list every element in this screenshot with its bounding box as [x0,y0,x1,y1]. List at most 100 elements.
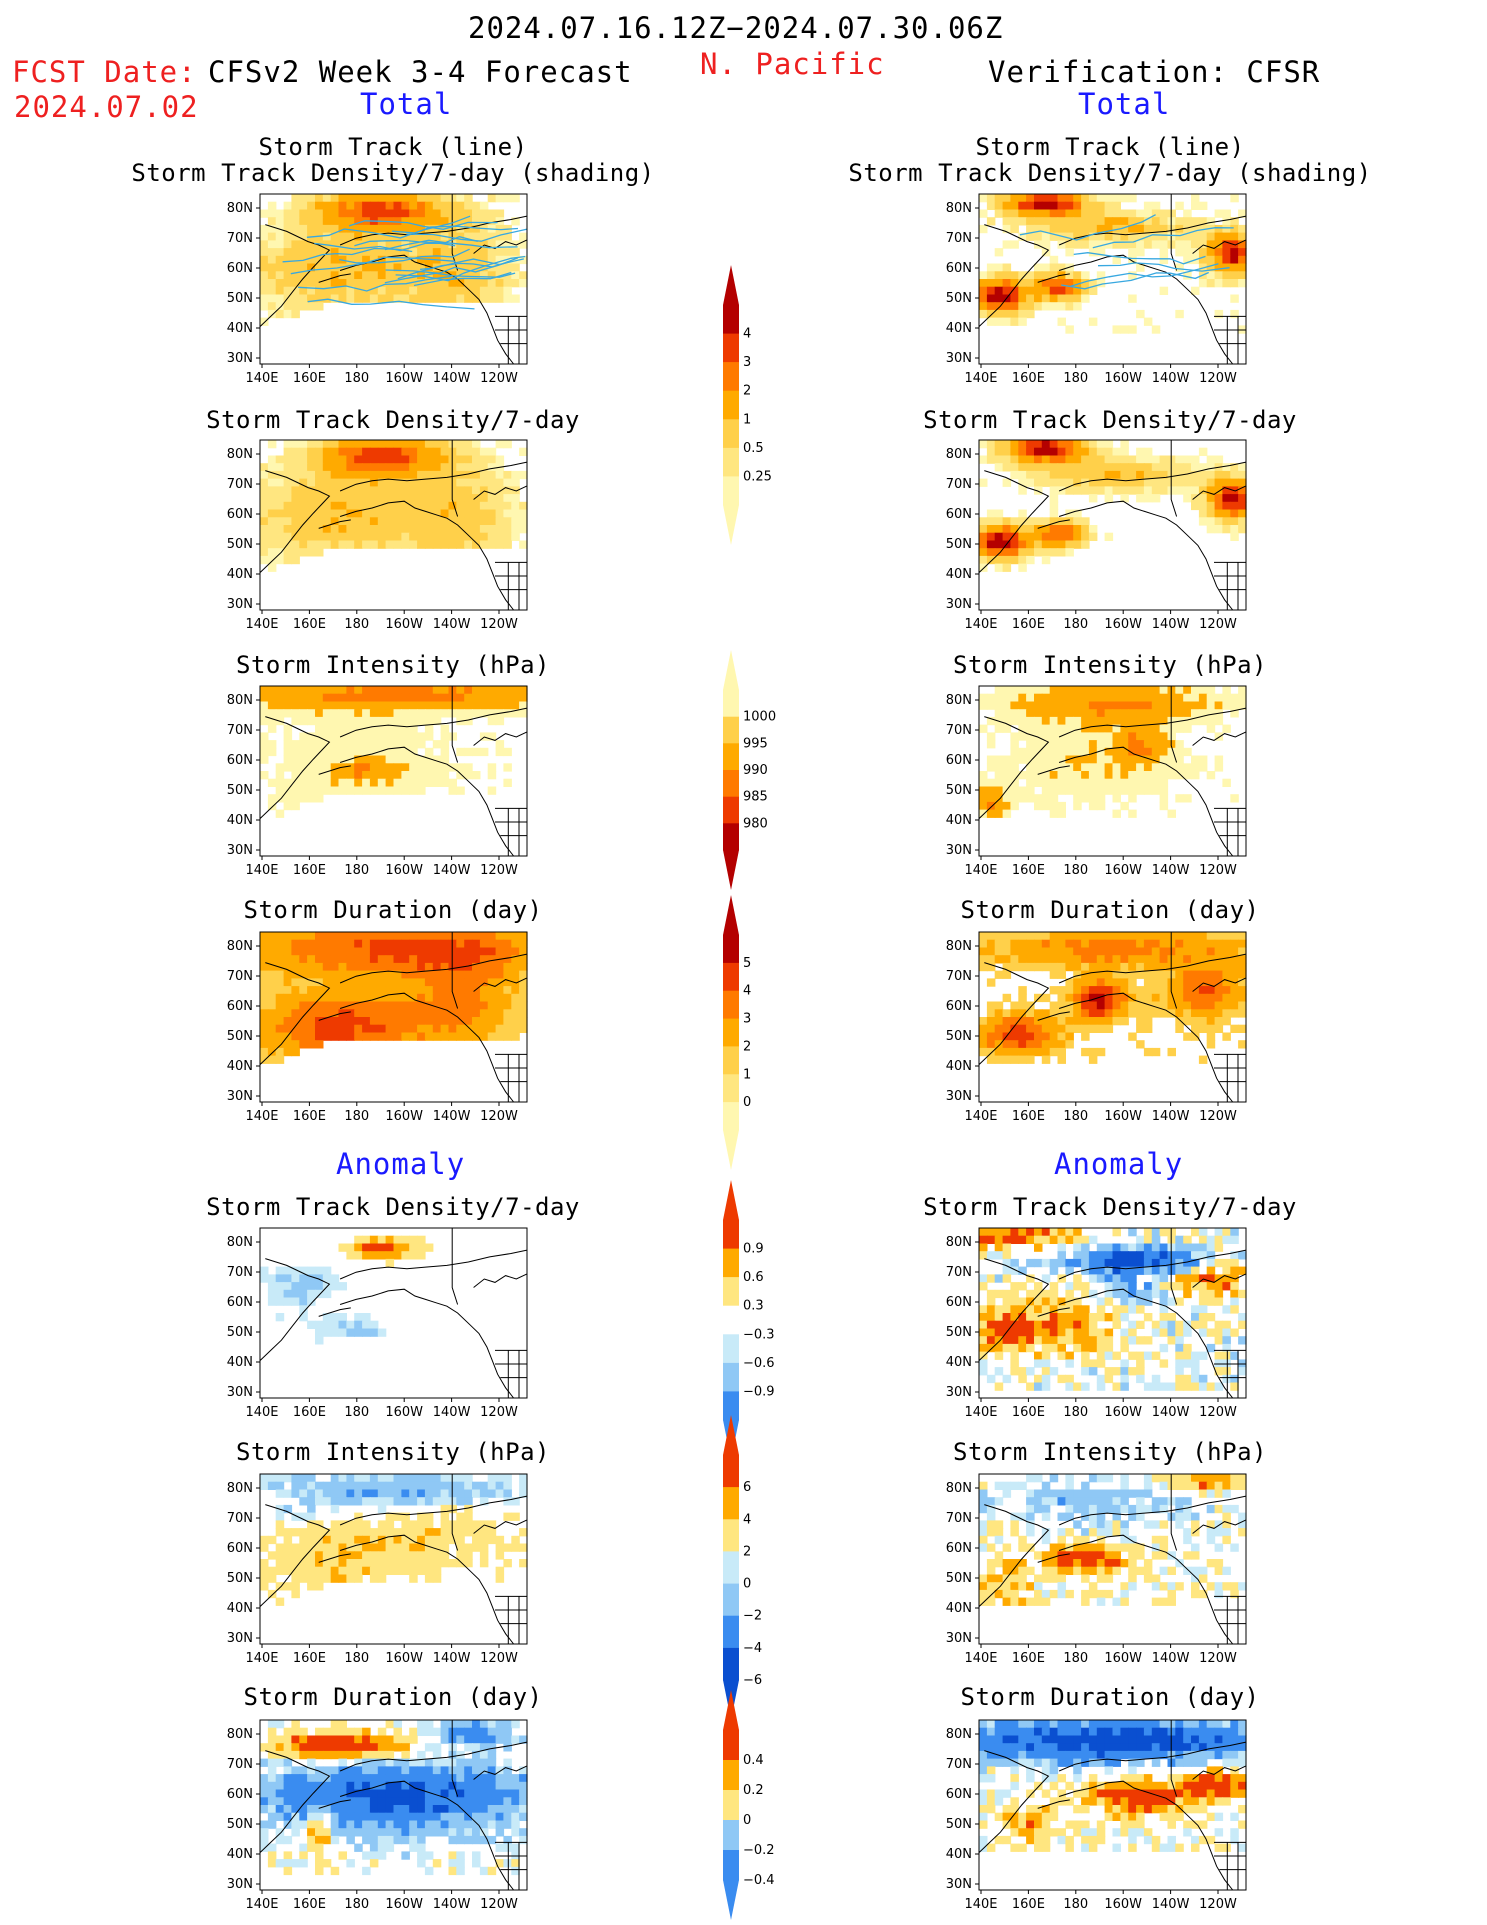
heat-cell [1018,309,1027,319]
heat-cell [1065,1266,1074,1275]
heat-cell [1081,201,1090,210]
coastline [451,194,459,271]
heat-cell [1010,1367,1019,1376]
heat-cell [1222,701,1231,710]
heat-cell [354,1528,363,1537]
heat-cell [495,525,505,534]
heat-cell [1034,1504,1043,1514]
heat-cell [1096,1512,1106,1521]
heat-cell [1041,1497,1051,1506]
heat-cell [1081,755,1090,764]
heat-cell [1183,248,1192,257]
heat-cell [1191,955,1200,964]
coastline [1170,932,1178,1009]
heat-cell [307,1543,316,1552]
heat-cell [1206,1313,1216,1322]
heat-cell [487,194,497,203]
heat-cell [1214,1543,1224,1552]
heat-cell [1222,1374,1231,1384]
heat-cell [267,463,277,472]
heat-cell [291,1481,300,1490]
heat-cell [432,294,442,303]
heat-cell [1041,1258,1051,1268]
heat-cell [440,1528,450,1537]
heat-cell [1010,747,1019,757]
heat-cell [511,1024,520,1033]
heat-cell [1041,771,1051,780]
heat-cell [994,201,1004,210]
heat-cell [1049,801,1059,811]
heat-cell [1081,240,1090,249]
heat-cell [1159,224,1169,234]
heat-cell [409,294,418,303]
heat-cell [1057,1336,1066,1345]
heat-cell [472,224,481,234]
heat-cell [307,255,316,265]
heat-cell [1104,240,1114,249]
heat-cell [291,447,300,456]
heat-cell [1222,693,1231,702]
heat-cell [307,1582,316,1591]
heat-cell [1104,747,1114,757]
heat-cell [1206,1032,1216,1041]
heat-cell [346,771,355,780]
heat-cell [338,1481,347,1490]
heat-cell [1041,1336,1051,1345]
heat-cell [275,1528,285,1537]
heat-cell [315,978,324,987]
heat-cell [979,1328,988,1337]
heat-cell [409,1489,418,1498]
heat-cell [1136,224,1145,234]
heat-cell [479,993,489,1003]
heat-cell [1073,517,1082,526]
heat-cell [260,525,269,534]
heat-cell [1026,701,1035,710]
heat-cell [283,693,293,702]
heat-cell [1143,1047,1153,1057]
heat-cell [1175,1343,1184,1353]
heat-cell [1128,724,1137,733]
heat-cell [401,1528,410,1537]
heat-cell [330,440,340,449]
heat-cell [1088,494,1098,503]
heat-cell [330,932,340,941]
heat-cell [448,279,457,288]
heat-cell [1002,517,1012,526]
heat-cell [1191,716,1200,726]
heat-cell [401,740,410,749]
heat-cell [409,993,418,1003]
heat-cell [448,932,457,941]
heat-cell [1002,1243,1012,1252]
heat-cell [307,1001,316,1010]
heat-cell [338,217,347,226]
heat-cell [1049,778,1059,787]
heat-cell [417,194,426,203]
heat-cell [1026,540,1035,549]
heat-cell [1081,978,1090,987]
heat-cell [401,525,410,534]
heat-cell [275,548,285,557]
heat-cell [1081,478,1090,487]
heat-cell [1041,724,1051,733]
heat-cell [385,1520,395,1529]
heat-cell [1214,209,1224,218]
heat-cell [275,1489,285,1498]
heat-cell [1183,1512,1192,1521]
heat-cell [275,248,285,257]
heat-cell [338,1017,347,1026]
heat-cell [432,986,442,995]
heat-cell [1041,224,1051,234]
heat-cell [1206,1282,1216,1291]
heat-cell [1096,962,1106,972]
heat-cell [1198,939,1208,948]
heat-cell [260,701,269,710]
heat-cell [1112,1251,1121,1260]
heat-cell [1065,1481,1074,1490]
heat-cell [369,1497,379,1506]
heat-cell [307,794,316,803]
heat-cell [448,1520,457,1529]
heat-cell [1081,786,1090,795]
heat-cell [487,709,497,718]
heat-cell [1151,1274,1161,1283]
heat-cell [1073,686,1082,695]
